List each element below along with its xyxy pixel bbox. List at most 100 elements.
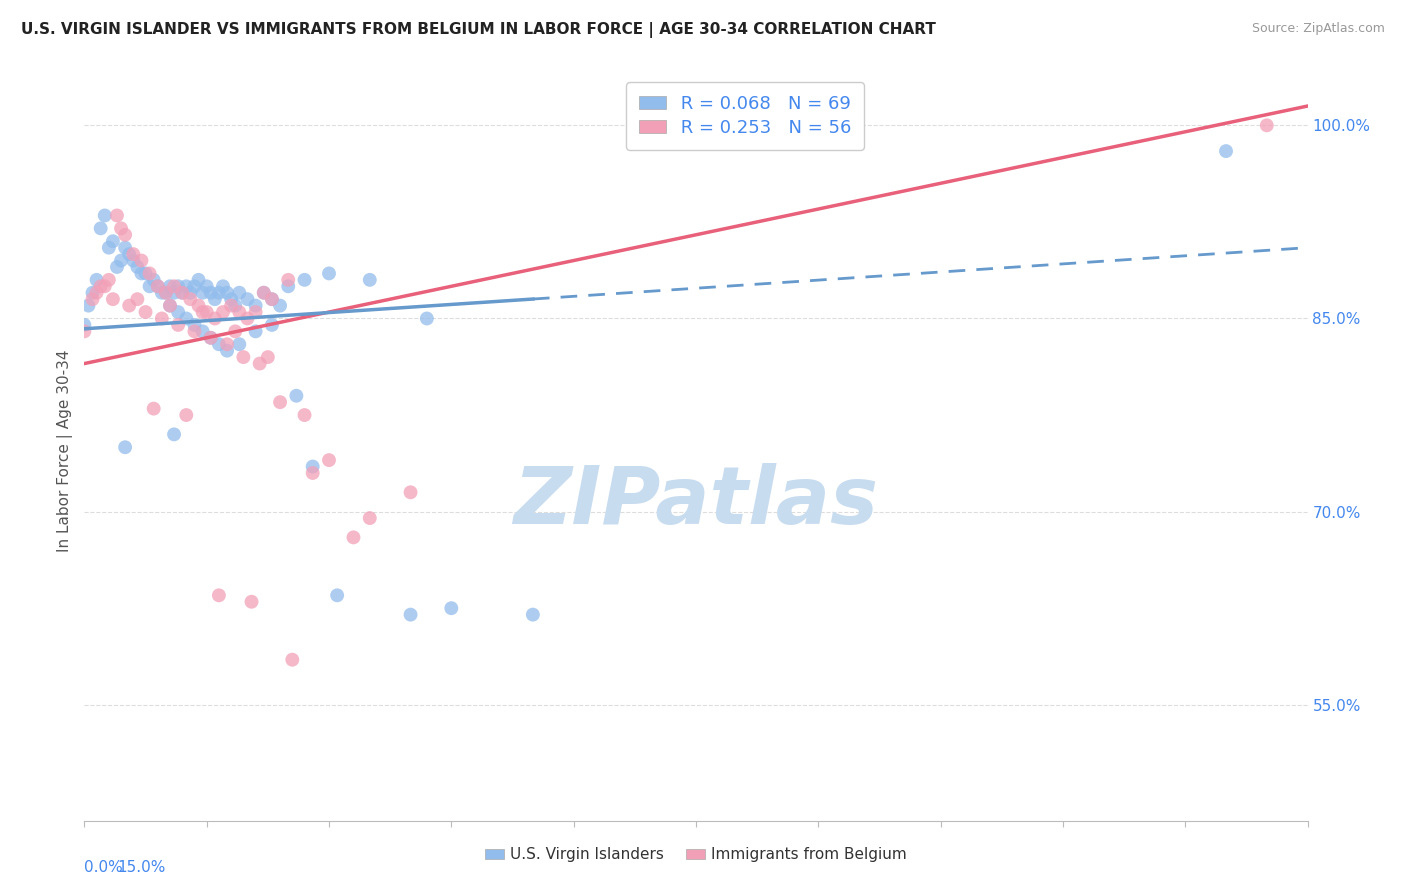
Point — [142, 401, 165, 416]
Point — [159, 299, 181, 313]
Point — [122, 253, 145, 268]
Point — [318, 267, 340, 281]
Point — [359, 511, 381, 525]
Legend: U.S. Virgin Islanders, Immigrants from Belgium: U.S. Virgin Islanders, Immigrants from B… — [479, 841, 912, 869]
Point — [200, 331, 222, 345]
Point — [97, 273, 120, 287]
Point — [159, 299, 181, 313]
Point — [236, 311, 259, 326]
Point — [301, 459, 323, 474]
Point — [318, 453, 340, 467]
Point — [163, 427, 186, 442]
Point — [269, 299, 291, 313]
Point — [204, 292, 226, 306]
Point — [155, 285, 177, 300]
Point — [245, 324, 267, 338]
Point — [249, 357, 271, 371]
Point — [208, 337, 231, 351]
Point — [277, 273, 299, 287]
Point — [187, 299, 209, 313]
Point — [142, 273, 165, 287]
Point — [260, 292, 283, 306]
Point — [281, 653, 304, 667]
Point — [167, 305, 190, 319]
Point — [219, 299, 242, 313]
Point — [212, 279, 235, 293]
Point — [82, 285, 104, 300]
Point — [163, 279, 186, 293]
Point — [135, 305, 157, 319]
Point — [114, 227, 136, 242]
Point — [326, 588, 349, 602]
Point — [294, 408, 316, 422]
Text: 15.0%: 15.0% — [118, 860, 166, 874]
Point — [110, 253, 132, 268]
Point — [183, 324, 205, 338]
Point — [146, 279, 169, 293]
Point — [114, 440, 136, 454]
Point — [77, 299, 100, 313]
Point — [150, 285, 173, 300]
Point — [228, 337, 250, 351]
Point — [135, 267, 157, 281]
Point — [217, 337, 239, 351]
Point — [200, 331, 222, 345]
Point — [183, 279, 205, 293]
Point — [187, 273, 209, 287]
Point — [245, 299, 267, 313]
Point — [93, 279, 115, 293]
Point — [172, 285, 194, 300]
Point — [90, 279, 112, 293]
Point — [167, 318, 190, 332]
Point — [269, 395, 291, 409]
Point — [97, 241, 120, 255]
Text: ZIPatlas: ZIPatlas — [513, 463, 879, 541]
Point — [399, 607, 422, 622]
Point — [191, 285, 214, 300]
Point — [101, 292, 124, 306]
Point — [167, 279, 190, 293]
Point — [342, 530, 364, 544]
Point — [224, 299, 246, 313]
Point — [155, 285, 177, 300]
Point — [86, 285, 108, 300]
Point — [183, 318, 205, 332]
Point — [122, 247, 145, 261]
Point — [240, 595, 263, 609]
Point — [82, 292, 104, 306]
Point — [277, 279, 299, 293]
Point — [301, 466, 323, 480]
Point — [172, 285, 194, 300]
Point — [127, 292, 149, 306]
Point — [110, 221, 132, 235]
Point — [73, 324, 96, 338]
Point — [219, 292, 242, 306]
Point — [191, 305, 214, 319]
Point — [93, 209, 115, 223]
Point — [416, 311, 439, 326]
Point — [208, 588, 231, 602]
Point — [253, 285, 276, 300]
Point — [200, 285, 222, 300]
Point — [228, 305, 250, 319]
Point — [114, 241, 136, 255]
Point — [159, 279, 181, 293]
Point — [86, 273, 108, 287]
Point — [217, 285, 239, 300]
Point — [73, 318, 96, 332]
Point — [146, 279, 169, 293]
Point — [522, 607, 544, 622]
Point — [118, 247, 141, 261]
Point — [294, 273, 316, 287]
Point — [105, 209, 128, 223]
Point — [232, 350, 254, 364]
Point — [359, 273, 381, 287]
Point — [163, 285, 186, 300]
Point — [101, 234, 124, 248]
Point — [399, 485, 422, 500]
Text: 0.0%: 0.0% — [84, 860, 124, 874]
Point — [174, 311, 197, 326]
Point — [138, 279, 160, 293]
Point — [131, 253, 153, 268]
Point — [131, 267, 153, 281]
